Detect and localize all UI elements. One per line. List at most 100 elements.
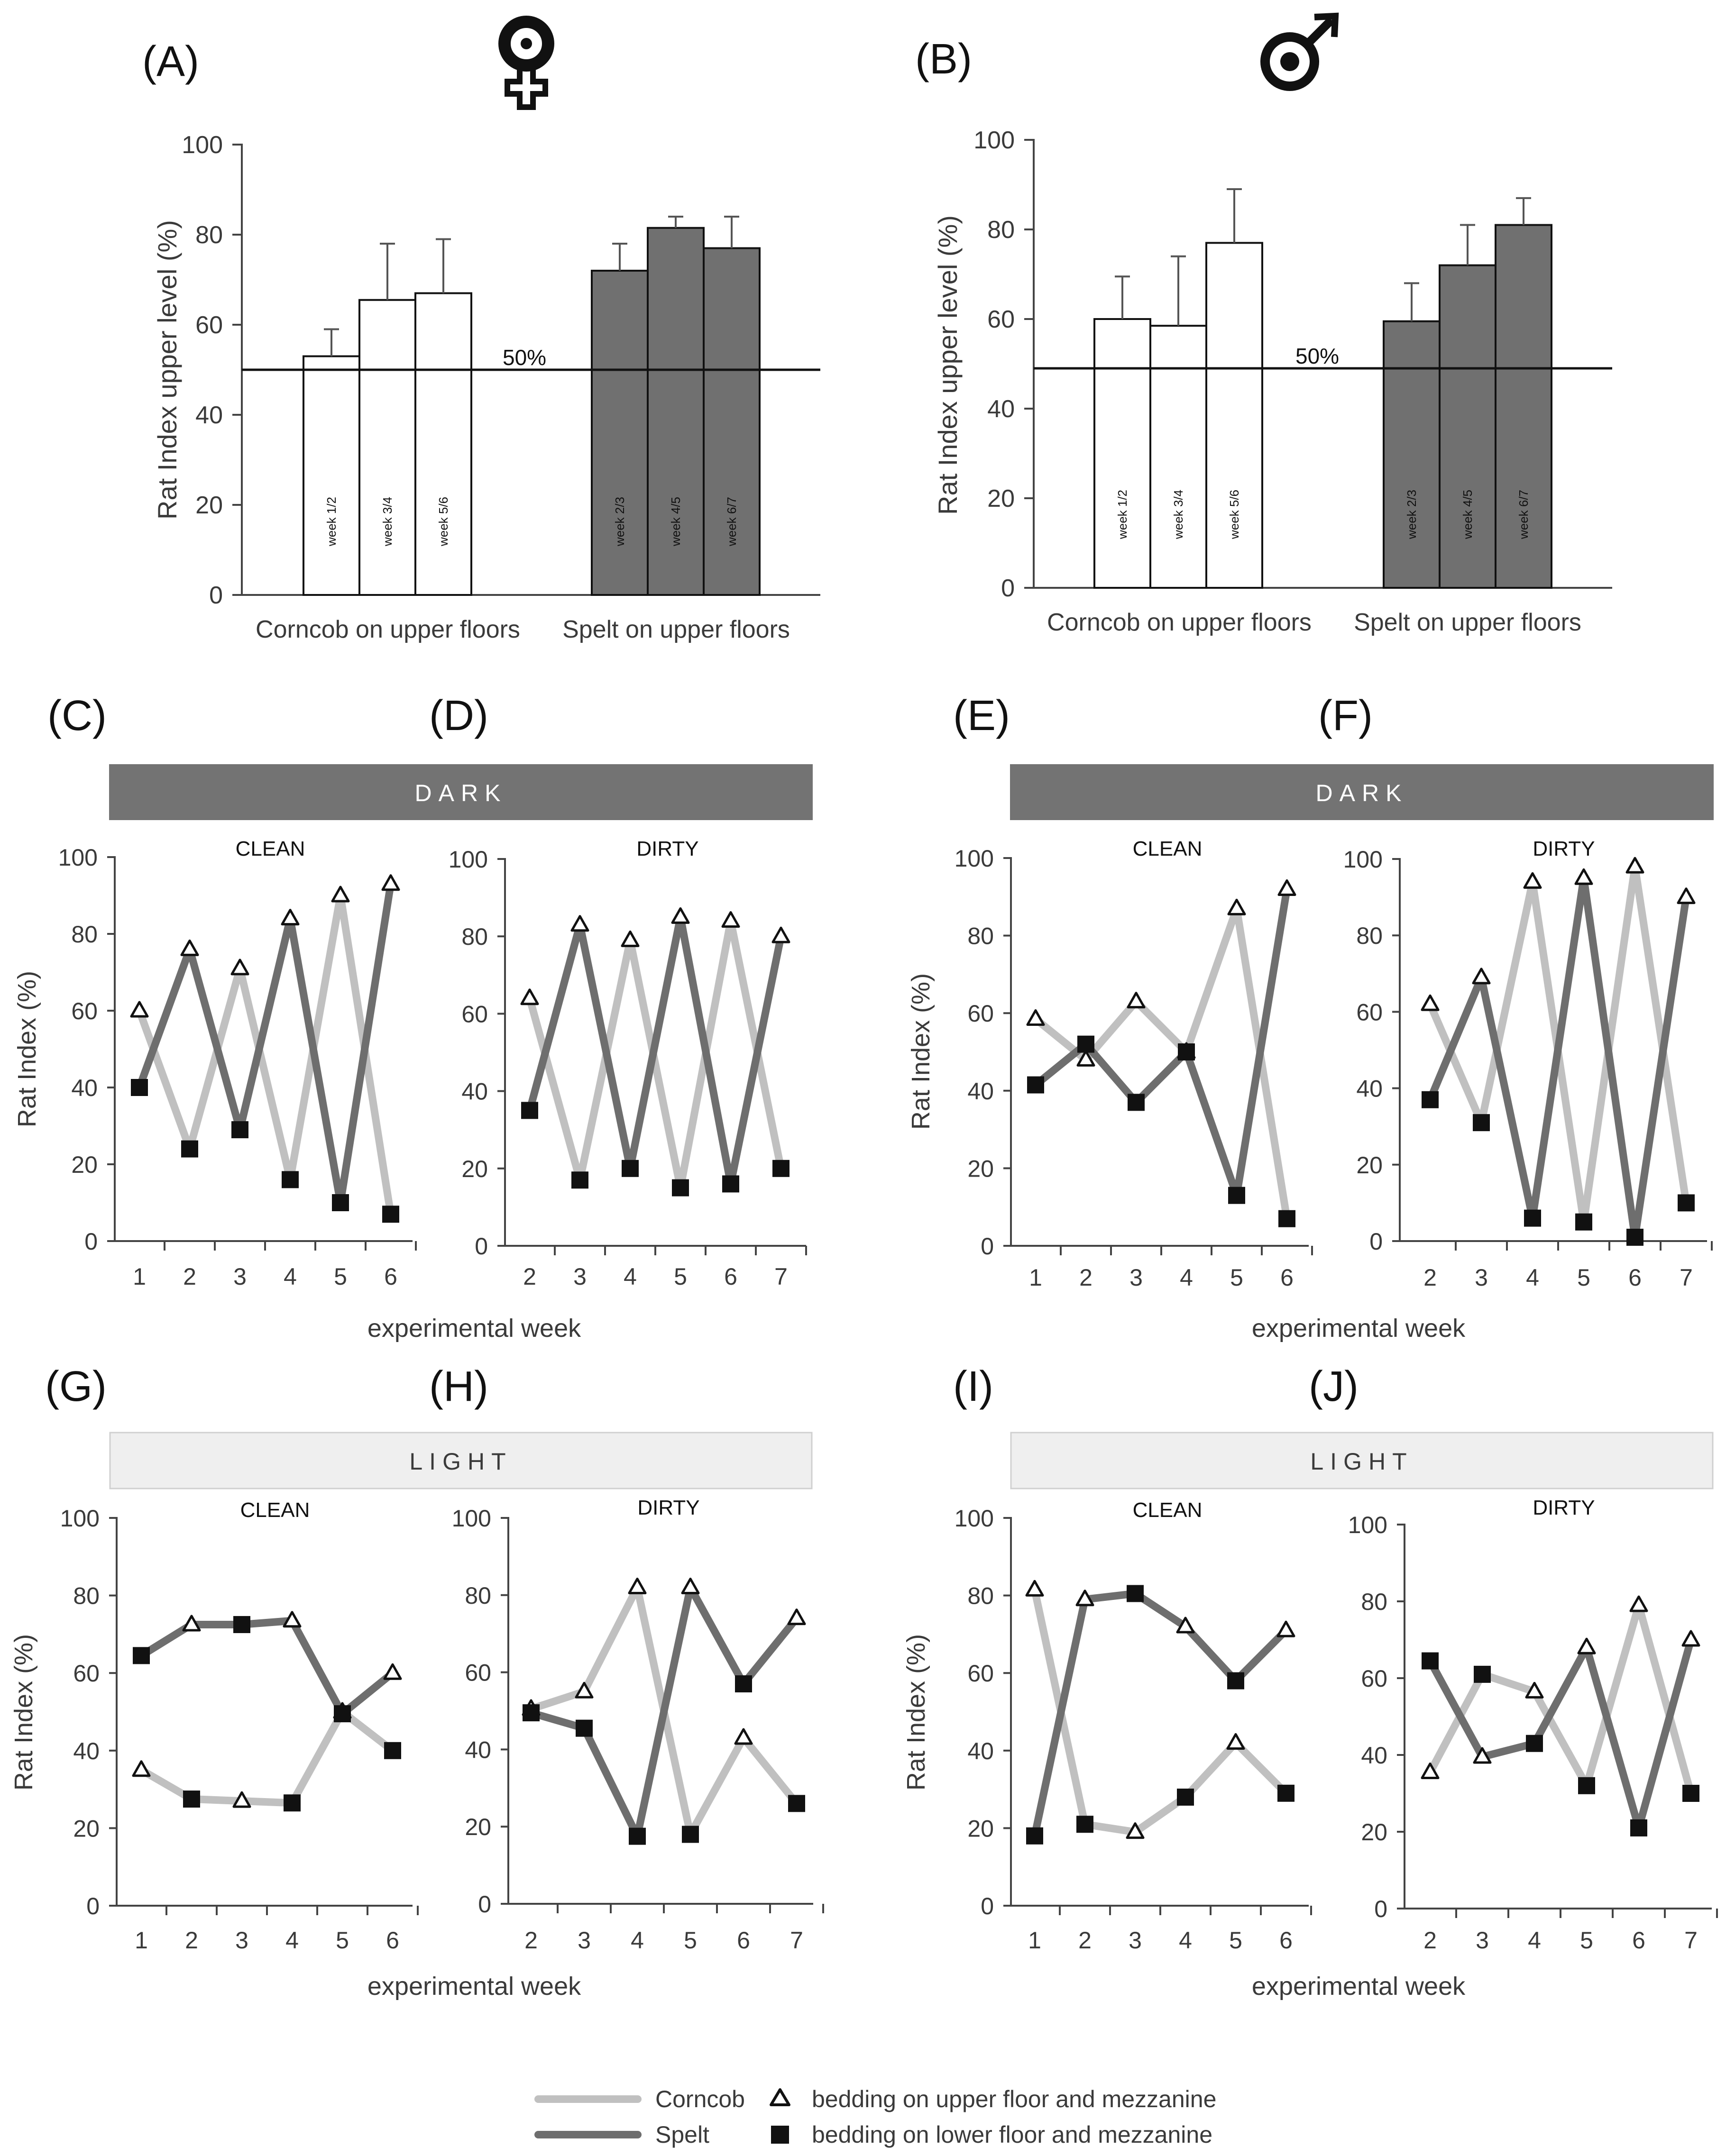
banner-light-right-text: LIGHT <box>1310 1448 1413 1475</box>
y-tick-label-J-80: 80 <box>1361 1589 1387 1615</box>
series-line-F-spelt <box>1426 874 1690 1241</box>
x-tick-label-E-3: 3 <box>1129 1264 1143 1291</box>
group-label-B-1: Spelt on upper floors <box>1354 609 1581 636</box>
line-chart-D: (D) DIRTY 0 20 40 60 80 100 2 3 4 5 6 7 <box>429 692 807 1290</box>
x-tick-label-C-3: 3 <box>233 1263 247 1290</box>
marker-H-spelt-6 <box>735 1675 752 1693</box>
y-tick-label-D-80: 80 <box>461 923 488 950</box>
marker-D-corncob-7 <box>772 1160 790 1177</box>
banner-dark-right-text: DARK <box>1316 780 1408 806</box>
marker-J-spelt-3 <box>1473 1747 1492 1764</box>
bar-label-A-1-1: week 4/5 <box>669 497 683 547</box>
y-tick-label-G-0: 0 <box>86 1893 100 1919</box>
xlabel-row1-right: experimental week <box>1252 1314 1466 1343</box>
marker-I-corncob-2 <box>1076 1816 1093 1833</box>
marker-E-corncob-1 <box>1026 1009 1045 1026</box>
marker-G-spelt-4 <box>283 1611 302 1628</box>
marker-F-spelt-5 <box>1574 868 1593 885</box>
y-tick-label-F-80: 80 <box>1356 923 1383 949</box>
y-axis-label-G: Rat Index (%) <box>9 1634 38 1791</box>
y-tick-label-D-20: 20 <box>461 1156 488 1182</box>
marker-F-spelt-4 <box>1524 1209 1541 1227</box>
marker-F-corncob-3 <box>1473 1114 1490 1132</box>
legend: Corncob bedding on upper floor and mezza… <box>534 2086 1216 2148</box>
bar-label-A-0-1: week 3/4 <box>380 497 395 547</box>
y-tick-label-G-60: 60 <box>73 1660 100 1687</box>
marker-D-corncob-5 <box>672 1179 689 1197</box>
marker-D-corncob-2 <box>520 988 539 1005</box>
marker-D-corncob-6 <box>721 911 740 928</box>
marker-E-spelt-1 <box>1027 1076 1044 1094</box>
marker-G-corncob-4 <box>284 1794 301 1812</box>
marker-I-spelt-1 <box>1026 1827 1043 1845</box>
bar-label-A-1-0: week 2/3 <box>613 497 627 547</box>
x-tick-label-D-5: 5 <box>674 1263 687 1290</box>
line-chart-H: (H) DIRTY 0 20 40 60 80 100 2 3 4 5 6 7 <box>429 1363 824 1954</box>
banner-dark-right-box <box>1010 764 1714 820</box>
marker-J-spelt-7 <box>1681 1630 1700 1647</box>
marker-F-corncob-7 <box>1678 1194 1695 1212</box>
bar-label-A-0-0: week 1/2 <box>324 497 339 547</box>
marker-E-corncob-6 <box>1278 1210 1295 1227</box>
panel-label-C: (C) <box>47 692 107 740</box>
series-line-I-spelt <box>1031 1590 1290 1840</box>
x-tick-label-C-5: 5 <box>334 1263 347 1290</box>
x-tick-label-G-1: 1 <box>135 1927 148 1954</box>
x-tick-label-D-4: 4 <box>624 1263 637 1290</box>
marker-C-spelt-1 <box>131 1079 148 1096</box>
xlabel-row2-left: experimental week <box>367 1972 581 2001</box>
panel-label-G: (G) <box>45 1363 107 1410</box>
y-tick-label-H-40: 40 <box>465 1736 491 1763</box>
x-tick-label-J-7: 7 <box>1684 1927 1698 1954</box>
series-line-E-spelt <box>1032 885 1291 1199</box>
y-tick-label-A-20: 20 <box>195 492 223 519</box>
x-tick-label-I-1: 1 <box>1028 1927 1041 1954</box>
y-tick-label-B-40: 40 <box>987 395 1015 423</box>
bar-label-A-1-2: week 6/7 <box>725 497 739 547</box>
x-tick-label-G-4: 4 <box>285 1927 299 1954</box>
legend-spelt-label: Spelt <box>655 2121 709 2148</box>
bar-label-B-1-2: week 6/7 <box>1516 490 1531 539</box>
y-axis-label-A: Rat Index upper level (%) <box>152 220 182 520</box>
series-line-J-corncob <box>1426 1601 1695 1797</box>
bar-label-B-0-1: week 3/4 <box>1171 490 1185 539</box>
bar-A-0-0 <box>303 355 360 596</box>
marker-I-spelt-3 <box>1127 1585 1144 1602</box>
x-tick-label-C-2: 2 <box>183 1263 196 1290</box>
y-tick-label-I-60: 60 <box>967 1660 994 1687</box>
bar-label-A-0-2: week 5/6 <box>436 497 450 547</box>
y-tick-label-C-60: 60 <box>71 998 98 1024</box>
marker-F-spelt-3 <box>1472 968 1491 985</box>
y-tick-label-F-0: 0 <box>1369 1228 1383 1255</box>
marker-C-spelt-2 <box>180 939 199 956</box>
y-tick-label-D-0: 0 <box>475 1233 488 1260</box>
y-tick-label-G-40: 40 <box>73 1738 100 1764</box>
x-tick-label-H-2: 2 <box>524 1927 538 1954</box>
legend-upper-label: bedding on upper floor and mezzanine <box>812 2086 1216 2112</box>
marker-H-spelt-7 <box>787 1608 806 1626</box>
y-tick-label-B-60: 60 <box>987 306 1015 333</box>
panel-title-E: CLEAN <box>1133 837 1203 860</box>
marker-I-spelt-6 <box>1276 1620 1295 1637</box>
panel-title-F: DIRTY <box>1533 837 1595 860</box>
banner-dark-left: DARK <box>109 764 813 820</box>
y-axis-label-I: Rat Index (%) <box>902 1634 930 1791</box>
marker-I-corncob-5 <box>1226 1733 1245 1750</box>
marker-C-corncob-3 <box>230 959 249 976</box>
bar-label-B-1-1: week 4/5 <box>1460 490 1475 539</box>
x-tick-label-F-5: 5 <box>1577 1264 1590 1291</box>
x-tick-label-D-7: 7 <box>774 1263 788 1290</box>
x-tick-label-F-6: 6 <box>1628 1264 1642 1291</box>
series-line-I-corncob <box>1031 1586 1290 1836</box>
y-tick-label-I-100: 100 <box>955 1505 994 1532</box>
y-tick-label-I-20: 20 <box>967 1815 994 1842</box>
x-tick-label-E-2: 2 <box>1079 1264 1093 1291</box>
marker-G-corncob-2 <box>183 1791 200 1808</box>
y-tick-label-D-100: 100 <box>449 846 488 873</box>
marker-J-corncob-6 <box>1629 1595 1648 1612</box>
legend-corncob-label: Corncob <box>655 2086 745 2112</box>
panel-label-E: (E) <box>953 692 1010 740</box>
x-tick-label-E-5: 5 <box>1230 1264 1243 1291</box>
marker-D-spelt-7 <box>771 926 790 943</box>
series-line-E-corncob <box>1032 904 1291 1223</box>
